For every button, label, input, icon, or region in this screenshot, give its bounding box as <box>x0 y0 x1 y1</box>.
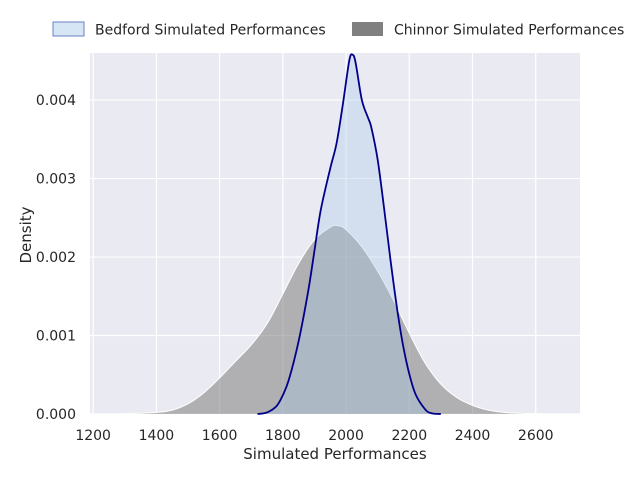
y-tick-label: 0.004 <box>36 93 76 109</box>
density-line-chinnor <box>108 224 574 415</box>
x-tick-label: 1400 <box>139 428 175 444</box>
density-line-bedford <box>257 53 441 415</box>
x-tick-label: 1200 <box>75 428 111 444</box>
y-tick-label: 0.001 <box>36 329 76 345</box>
legend-swatch-bedford <box>52 21 85 37</box>
y-tick-label: 0.000 <box>36 407 76 423</box>
y-tick-labels: 0.000 0.001 0.002 0.003 0.004 <box>36 93 76 423</box>
density-area-chinnor <box>108 225 574 415</box>
x-axis-label: Simulated Performances <box>243 445 427 463</box>
x-tick-label: 2400 <box>455 428 491 444</box>
legend-label-chinnor: Chinnor Simulated Performances <box>394 23 624 39</box>
series-layer <box>108 53 574 415</box>
x-tick-labels: 1200 1400 1600 1800 2000 2200 2400 2600 <box>75 428 553 444</box>
x-tick-label: 1800 <box>265 428 301 444</box>
x-tick-label: 1600 <box>202 428 238 444</box>
y-tick-label: 0.003 <box>36 172 76 188</box>
density-area-bedford <box>257 54 441 414</box>
legend-swatch-chinnor <box>352 22 383 36</box>
x-tick-label: 2200 <box>391 428 427 444</box>
legend: Bedford Simulated Performances Chinnor S… <box>52 21 624 39</box>
y-axis-label: Density <box>17 206 35 263</box>
legend-label-bedford: Bedford Simulated Performances <box>95 23 326 39</box>
x-tick-label: 2600 <box>518 428 554 444</box>
y-tick-label: 0.002 <box>36 250 76 266</box>
x-tick-label: 2000 <box>328 428 364 444</box>
